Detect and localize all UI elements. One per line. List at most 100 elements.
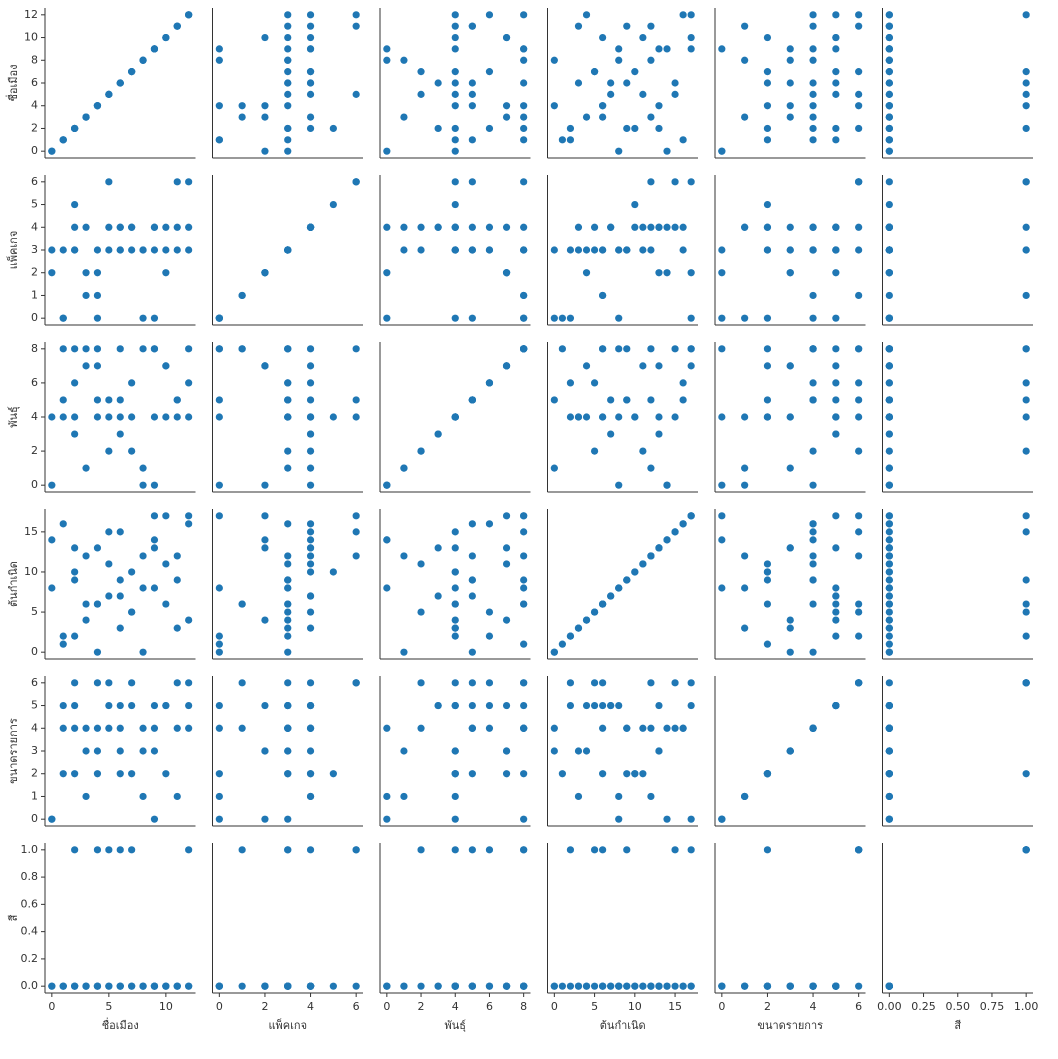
point — [116, 430, 124, 438]
point — [173, 724, 181, 732]
point — [468, 552, 476, 560]
x-axis-label: พันธุ์ — [445, 1019, 466, 1032]
point — [261, 113, 269, 121]
point — [284, 724, 292, 732]
x-tick-label: 6 — [353, 1000, 360, 1013]
point — [550, 464, 558, 472]
point — [809, 102, 817, 110]
point — [550, 396, 558, 404]
y-tick-label: 12 — [24, 8, 38, 21]
point — [306, 223, 315, 231]
point — [502, 560, 511, 568]
point — [855, 608, 863, 616]
point — [671, 79, 679, 87]
point — [48, 982, 56, 990]
point — [116, 528, 124, 536]
point — [639, 223, 647, 231]
point — [468, 314, 476, 322]
point — [655, 362, 663, 370]
point — [855, 600, 863, 608]
point — [855, 413, 863, 421]
point — [284, 413, 292, 421]
point — [574, 413, 583, 421]
point — [82, 223, 90, 231]
point — [679, 136, 687, 144]
point — [718, 512, 726, 520]
point — [93, 396, 102, 404]
point — [631, 124, 639, 133]
point — [855, 396, 863, 404]
point — [139, 345, 147, 353]
point — [284, 124, 292, 133]
y-tick-label: 4 — [31, 220, 38, 233]
point — [679, 396, 687, 404]
point — [631, 223, 639, 231]
point — [162, 269, 170, 277]
point — [741, 223, 749, 231]
point — [82, 616, 90, 624]
point — [599, 846, 607, 854]
point — [574, 982, 583, 990]
point — [623, 246, 631, 254]
point — [855, 223, 863, 231]
point — [607, 592, 615, 600]
point — [520, 113, 528, 121]
point — [550, 747, 558, 755]
point — [261, 269, 269, 277]
point — [434, 701, 442, 710]
point — [520, 56, 528, 64]
point — [809, 136, 817, 144]
x-tick-label: 0 — [718, 1000, 725, 1013]
point — [400, 792, 408, 801]
point — [832, 11, 840, 19]
point — [105, 528, 113, 536]
point — [150, 701, 159, 710]
point — [885, 747, 893, 755]
point — [238, 846, 246, 854]
point — [582, 11, 591, 19]
point — [468, 679, 476, 687]
point — [885, 770, 893, 778]
point — [647, 345, 655, 353]
point — [306, 592, 315, 600]
y-tick-label: 0.6 — [21, 897, 39, 910]
point — [655, 430, 663, 438]
point — [763, 576, 772, 584]
point — [631, 68, 639, 76]
point — [71, 982, 79, 990]
point — [1022, 291, 1030, 300]
point — [718, 481, 726, 489]
point — [582, 616, 591, 624]
point — [885, 291, 893, 300]
point — [885, 648, 893, 656]
point — [238, 102, 246, 110]
point — [655, 124, 663, 133]
point — [352, 22, 360, 30]
point — [502, 544, 511, 552]
point — [607, 223, 615, 231]
point — [284, 520, 292, 528]
point — [520, 724, 528, 732]
point — [468, 22, 476, 30]
point — [417, 846, 425, 854]
point — [718, 246, 726, 254]
point — [162, 982, 170, 990]
point — [663, 147, 671, 155]
point — [162, 33, 170, 42]
point — [150, 246, 159, 254]
x-axis-label: ขนาดรายการ — [757, 1019, 823, 1032]
point — [786, 113, 794, 121]
point — [468, 520, 476, 528]
point — [116, 576, 124, 584]
point — [809, 79, 817, 87]
point — [150, 223, 159, 231]
point — [809, 528, 817, 536]
point — [434, 124, 442, 133]
x-tick-label: 5 — [105, 1000, 112, 1013]
point — [832, 223, 840, 231]
point — [185, 724, 193, 732]
point — [809, 56, 817, 64]
point — [400, 982, 408, 990]
point — [485, 124, 494, 133]
